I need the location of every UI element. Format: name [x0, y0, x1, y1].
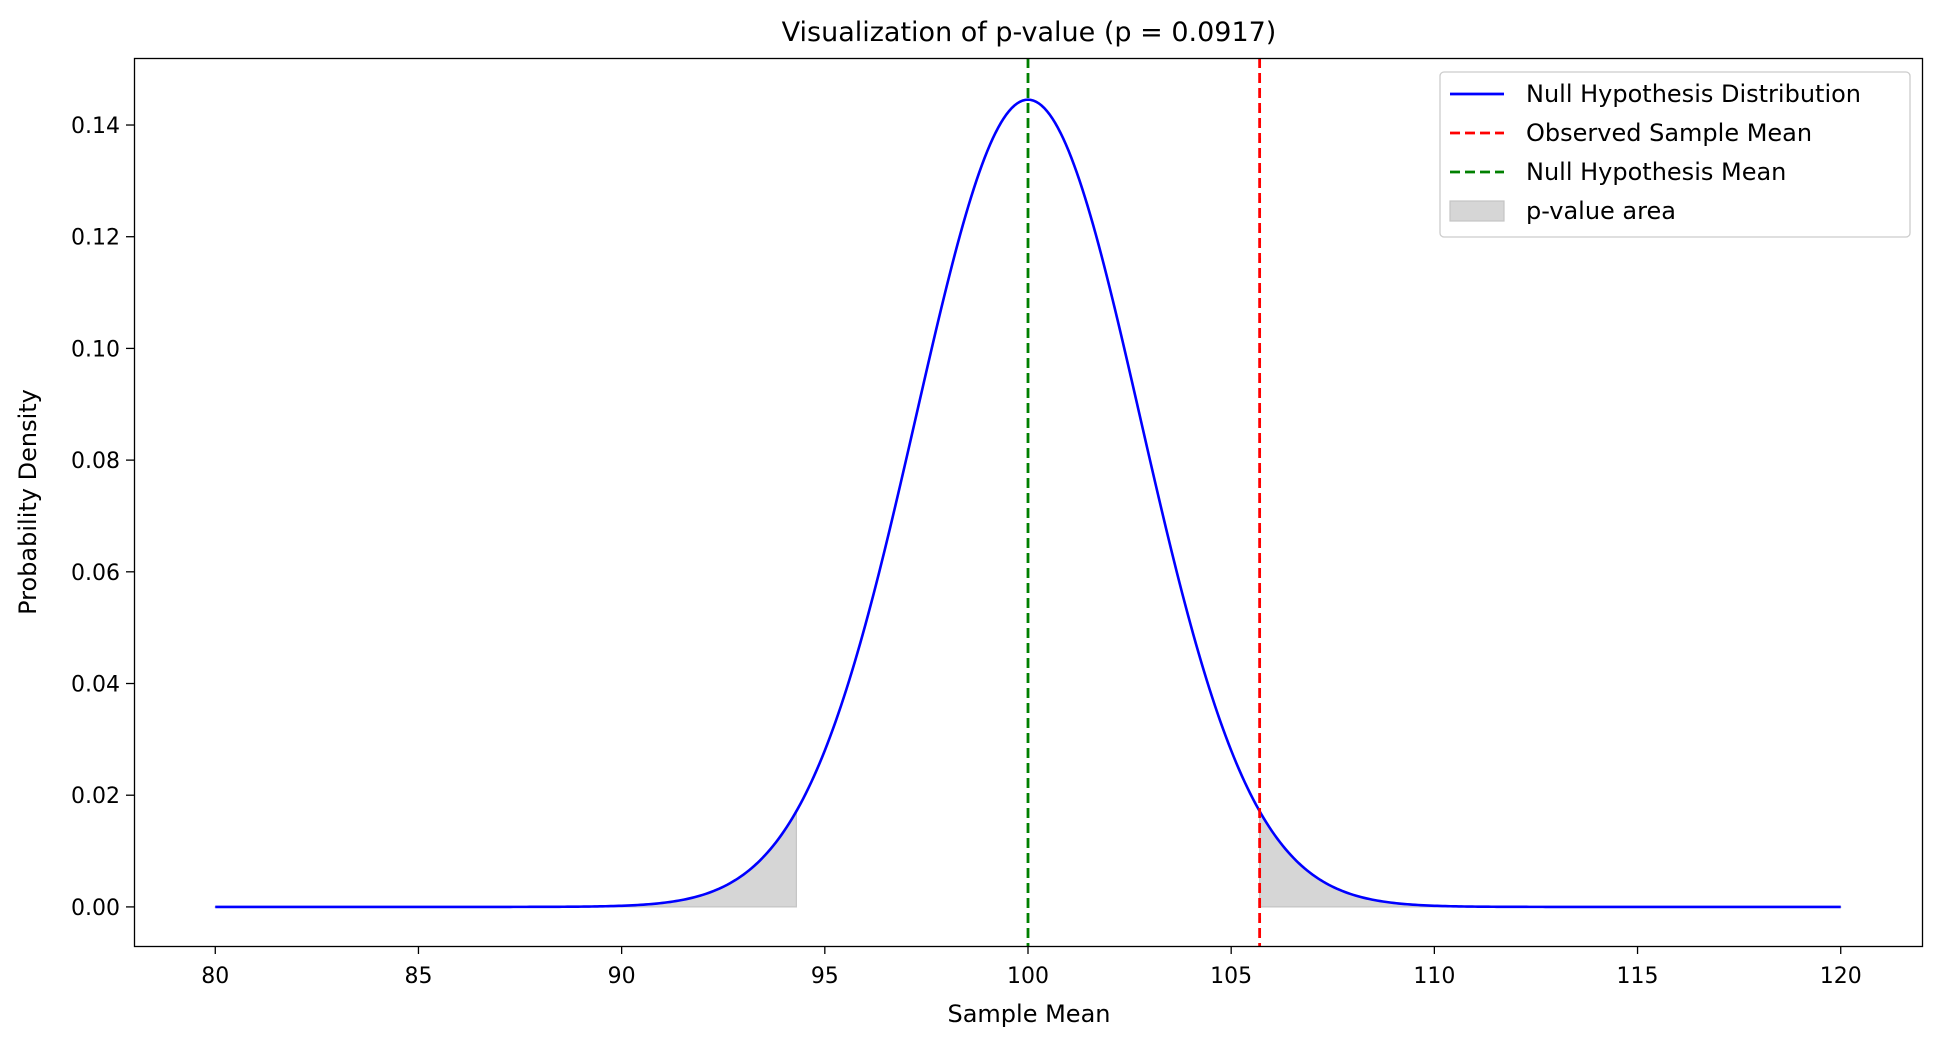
legend-swatch — [1449, 200, 1505, 222]
y-axis-label: Probability Density — [14, 389, 42, 615]
legend-label: p-value area — [1526, 197, 1676, 225]
x-tick-label: 90 — [608, 964, 636, 989]
reference-lines — [1026, 58, 1262, 946]
legend-label: Null Hypothesis Mean — [1526, 158, 1786, 186]
x-tick-label: 95 — [811, 964, 839, 989]
y-tick-label: 0.14 — [71, 114, 120, 139]
y-tick-label: 0.00 — [71, 896, 120, 921]
legend-label: Null Hypothesis Distribution — [1526, 80, 1861, 108]
x-axis: 80 85 90 95 100 105 110 115 120 — [201, 946, 1862, 989]
y-tick-label: 0.12 — [71, 226, 120, 251]
x-tick-label: 80 — [201, 964, 229, 989]
x-axis-label: Sample Mean — [947, 1000, 1110, 1028]
null-distribution-curve — [215, 98, 1841, 909]
x-tick-label: 120 — [1820, 964, 1862, 989]
x-tick-label: 85 — [404, 964, 432, 989]
y-tick-label: 0.02 — [71, 784, 120, 809]
x-tick-label: 100 — [1007, 964, 1049, 989]
legend-label: Observed Sample Mean — [1526, 119, 1812, 147]
y-tick-label: 0.08 — [71, 449, 120, 474]
y-tick-label: 0.04 — [71, 673, 120, 698]
x-tick-label: 110 — [1413, 964, 1455, 989]
y-axis: 0.00 0.02 0.04 0.06 0.08 0.10 0.12 0.14 — [71, 114, 134, 921]
legend: Null Hypothesis Distribution Observed Sam… — [1439, 71, 1911, 238]
legend-box — [1439, 71, 1911, 238]
x-tick-label: 105 — [1210, 964, 1252, 989]
x-tick-label: 115 — [1617, 964, 1659, 989]
plot-area — [214, 58, 1842, 946]
y-tick-label: 0.06 — [71, 561, 120, 586]
chart-title: Visualization of p-value (p = 0.0917) — [782, 17, 1277, 48]
y-tick-label: 0.10 — [71, 337, 120, 362]
